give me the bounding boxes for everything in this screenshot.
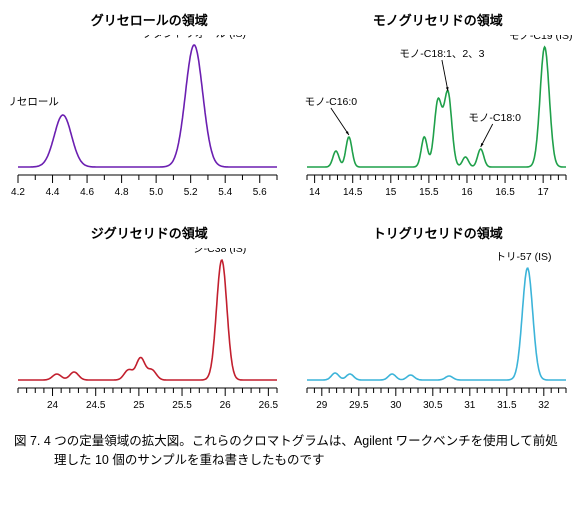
panel-title: モノグリセリドの領域: [299, 10, 578, 29]
x-tick-label: 31: [464, 400, 476, 411]
peak-label: モノ-C16:0: [304, 96, 357, 108]
chromatogram-triglyceride: 29 29.5 30 30.5 31 31.5 32 トリ-57 (IS): [299, 248, 574, 418]
peak-label-arrow: [330, 108, 348, 135]
peak-label: モノ-C18:1、2、3: [399, 48, 484, 60]
x-tick-label: 25: [133, 400, 145, 411]
trace: [18, 260, 277, 380]
chart-panel-triglyceride: トリグリセリドの領域 29 29.5 30 30.5 31 31.5 32 トリ-57 (IS): [299, 223, 578, 418]
x-tick-label: 15.5: [419, 187, 439, 198]
x-tick-label: 17: [537, 187, 549, 198]
x-tick-label: 26: [220, 400, 232, 411]
x-tick-label: 5.4: [218, 187, 232, 198]
panel-title: トリグリセリドの領域: [299, 223, 578, 242]
x-tick-label: 32: [538, 400, 550, 411]
x-tick-label: 30: [390, 400, 402, 411]
x-tick-label: 29: [316, 400, 328, 411]
peak-label: モノ-C18:0: [468, 112, 521, 124]
x-tick-label: 4.6: [80, 187, 94, 198]
panel-title: ジグリセリドの領域: [10, 223, 289, 242]
x-tick-label: 5.6: [253, 187, 267, 198]
chart-panel-monoglyceride: モノグリセリドの領域 14 14.5 15 15.5 16 16.5 17 モノ-C16:0 モノ…: [299, 10, 578, 205]
peak-label: グリセロール: [10, 95, 59, 108]
x-tick-label: 4.2: [11, 187, 25, 198]
arrowhead-icon: [480, 143, 483, 147]
peak-label: ブタントリオール (IS): [142, 35, 246, 40]
x-tick-label: 24: [47, 400, 59, 411]
chart-grid: グリセロールの領域 4.2 4.4 4.6 4.8 5.0 5.2 5.4 5.6 グリセロール ブ…: [10, 10, 577, 418]
chart-panel-glycerol: グリセロールの領域 4.2 4.4 4.6 4.8 5.0 5.2 5.4 5.6 グリセロール ブ…: [10, 10, 289, 205]
chart-panel-diglyceride: ジグリセリドの領域 24 24.5 25 25.5 26 26.5 ジ-C38 (IS): [10, 223, 289, 418]
x-tick-label: 5.0: [149, 187, 163, 198]
trace: [307, 268, 566, 380]
x-tick-label: 5.2: [184, 187, 198, 198]
x-tick-label: 14.5: [342, 187, 362, 198]
peak-label-arrow: [480, 124, 492, 147]
peak-label: ジ-C38 (IS): [193, 248, 246, 255]
x-tick-label: 30.5: [423, 400, 443, 411]
x-tick-label: 26.5: [259, 400, 279, 411]
x-tick-label: 25.5: [172, 400, 192, 411]
x-tick-label: 16.5: [495, 187, 515, 198]
x-tick-label: 24.5: [86, 400, 106, 411]
peak-label-arrow: [441, 60, 447, 91]
peak-label: モノ-C19 (IS): [508, 35, 572, 42]
x-tick-label: 15: [385, 187, 397, 198]
peak-label: トリ-57 (IS): [495, 251, 551, 263]
chromatogram-glycerol: 4.2 4.4 4.6 4.8 5.0 5.2 5.4 5.6 グリセロール ブタントリオール (…: [10, 35, 285, 205]
figure-caption: 図 7. 4 つの定量領域の拡大図。これらのクロマトグラムは、Agilent ワ…: [50, 432, 577, 470]
x-tick-label: 4.4: [46, 187, 60, 198]
x-tick-label: 31.5: [497, 400, 517, 411]
panel-title: グリセロールの領域: [10, 10, 289, 29]
x-tick-label: 29.5: [349, 400, 369, 411]
x-tick-label: 14: [309, 187, 321, 198]
chromatogram-diglyceride: 24 24.5 25 25.5 26 26.5 ジ-C38 (IS): [10, 248, 285, 418]
x-tick-label: 16: [461, 187, 473, 198]
chromatogram-monoglyceride: 14 14.5 15 15.5 16 16.5 17 モノ-C16:0 モノ-C18:1、2、3…: [299, 35, 574, 205]
x-tick-label: 4.8: [115, 187, 129, 198]
